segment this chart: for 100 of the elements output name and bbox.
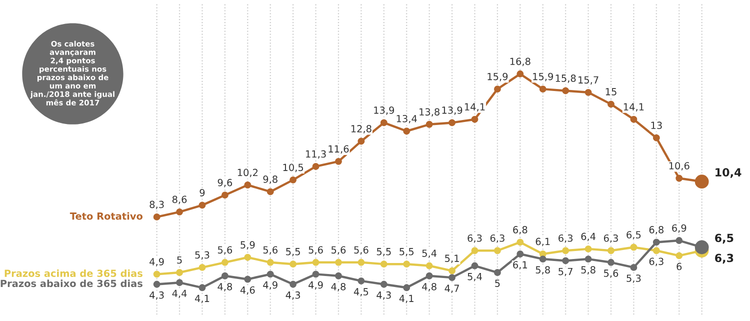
data-label: 6,3 [468, 234, 482, 243]
data-label: 10,5 [283, 164, 304, 172]
point [676, 174, 683, 182]
point [358, 277, 365, 284]
point [312, 162, 320, 170]
point [562, 257, 570, 264]
point [630, 264, 638, 271]
point [608, 247, 614, 254]
data-label: 6,1 [513, 261, 527, 270]
point [176, 279, 183, 286]
data-label: 15,8 [556, 74, 576, 83]
point [471, 262, 478, 270]
point [608, 100, 614, 108]
data-label: 6,4 [581, 232, 596, 242]
point [198, 284, 206, 292]
point [562, 247, 570, 254]
point [494, 269, 501, 276]
point [153, 270, 160, 278]
data-label: 4,5 [354, 288, 368, 296]
point [676, 237, 683, 244]
data-label: 13 [651, 122, 662, 130]
data-label: 4,8 [218, 282, 232, 292]
data-label: 6,3 [604, 234, 618, 243]
point [584, 245, 592, 252]
point [221, 192, 228, 199]
data-label: 15 [606, 88, 616, 96]
point [584, 88, 592, 96]
data-label: 6,3 [490, 234, 504, 243]
data-label: 15,9 [533, 72, 554, 82]
data-label: 4,1 [399, 294, 414, 304]
series-label: Prazos acima de 365 dias [4, 269, 142, 278]
point [221, 258, 228, 266]
point [426, 262, 433, 270]
data-label: 15,7 [578, 76, 598, 85]
data-label: 5,6 [263, 246, 278, 255]
point [630, 116, 638, 123]
data-label: 13,9 [374, 106, 394, 115]
data-label: 4,1 [194, 294, 210, 304]
data-label: 4,3 [150, 291, 164, 300]
data-label: 10,4 [716, 168, 742, 178]
data-label: 6,1 [536, 238, 550, 246]
point [176, 269, 183, 276]
data-label: 5 [177, 256, 182, 264]
point [494, 247, 501, 254]
point [630, 244, 638, 251]
point [244, 182, 252, 188]
point [266, 258, 274, 266]
point [335, 258, 342, 266]
data-label: 8,3 [150, 200, 164, 210]
point [516, 238, 524, 246]
data-label: 13,4 [396, 114, 417, 124]
data-label: 5 [495, 280, 500, 287]
point [426, 120, 433, 128]
data-label: 5,3 [626, 274, 641, 283]
data-label: 4,9 [150, 258, 164, 266]
data-label: 5,4 [422, 250, 437, 258]
point [516, 70, 524, 78]
point [290, 176, 297, 184]
point [380, 260, 388, 268]
data-label: 10,6 [669, 162, 690, 170]
data-label: 9 [200, 189, 205, 196]
point [652, 238, 660, 246]
data-label: 11,6 [328, 145, 349, 154]
point [584, 256, 592, 263]
data-label: 4,3 [376, 291, 391, 300]
data-label: 4,7 [444, 284, 459, 294]
point [539, 256, 546, 263]
data-label: 9,8 [263, 176, 278, 184]
point [403, 128, 410, 135]
point [380, 280, 388, 288]
point [244, 276, 252, 283]
point [448, 119, 456, 126]
data-label: 11,3 [306, 150, 326, 159]
data-label: 5,8 [581, 266, 596, 274]
data-label: 4,8 [331, 282, 346, 292]
data-label: 5,1 [445, 254, 459, 263]
data-label: 10,2 [238, 168, 258, 178]
data-label: 8,6 [172, 196, 187, 204]
point [676, 252, 683, 260]
data-label: 4,6 [240, 286, 255, 295]
data-label: 4,4 [172, 290, 187, 298]
point [266, 270, 274, 278]
data-label: 15,9 [488, 72, 508, 82]
data-label: 5,3 [195, 251, 210, 260]
point [652, 134, 660, 142]
data-label: 6,3 [558, 234, 573, 243]
point [312, 270, 320, 278]
data-label: 6,3 [715, 254, 734, 264]
point [290, 280, 297, 288]
point [153, 280, 160, 288]
data-label: 5,5 [286, 248, 300, 256]
point [198, 264, 206, 271]
point [471, 116, 478, 123]
data-label: 14,1 [624, 103, 644, 112]
data-label: 6,8 [649, 226, 664, 234]
point [403, 284, 410, 292]
point [244, 254, 252, 261]
data-label: 13,9 [442, 106, 462, 115]
data-label: 5,6 [308, 246, 323, 255]
point [539, 86, 546, 93]
